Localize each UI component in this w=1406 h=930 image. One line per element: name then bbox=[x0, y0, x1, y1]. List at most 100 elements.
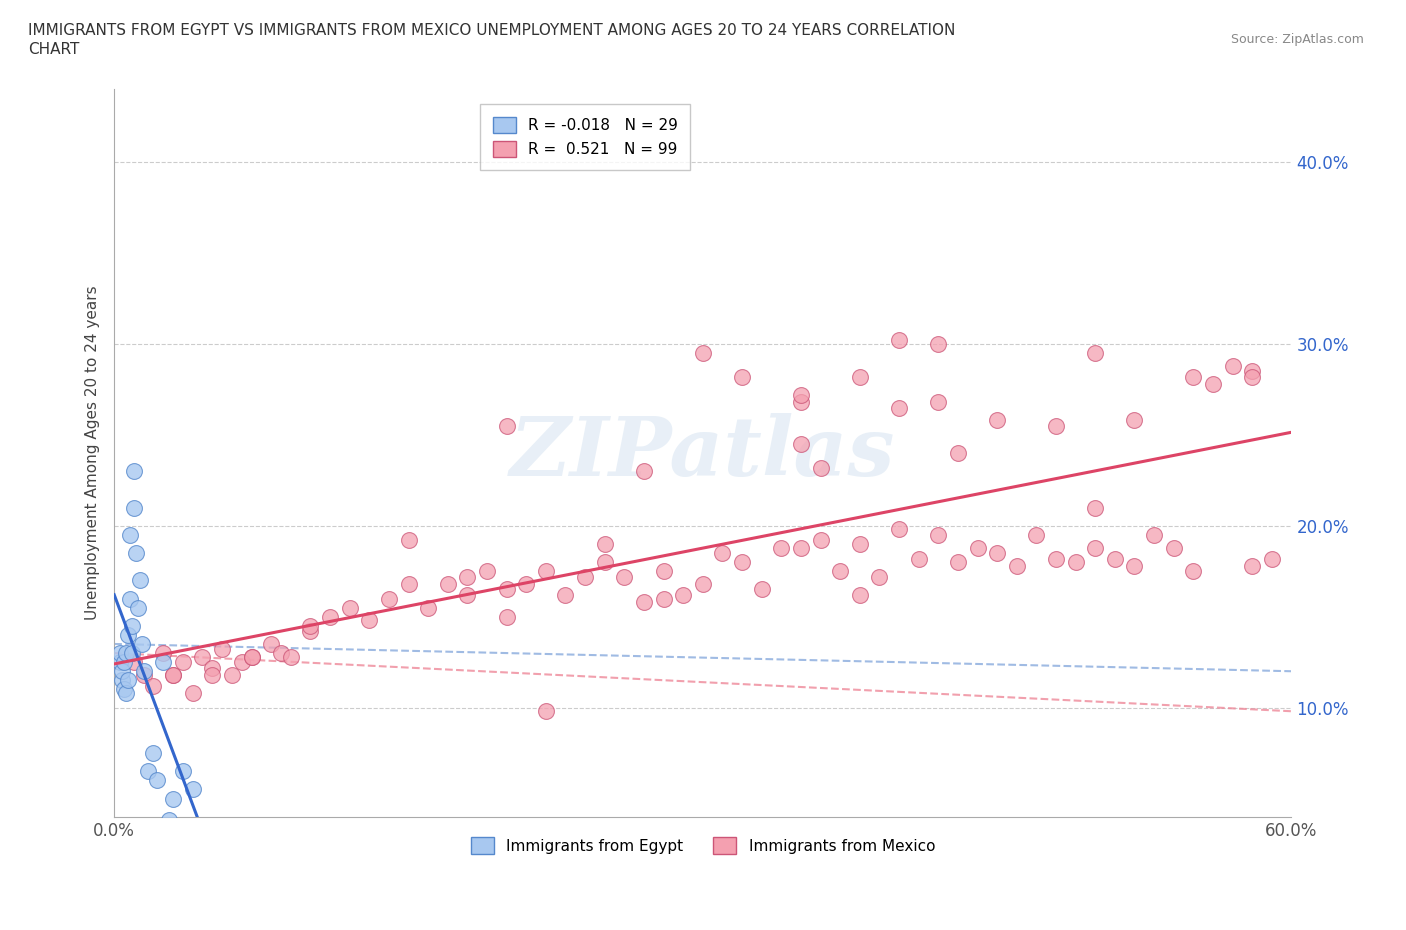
Point bbox=[633, 594, 655, 609]
Point bbox=[1104, 551, 1126, 566]
Point bbox=[152, 655, 174, 670]
Point bbox=[633, 464, 655, 479]
Point bbox=[731, 554, 754, 569]
Point bbox=[966, 540, 988, 555]
Point bbox=[1202, 377, 1225, 392]
Point bbox=[790, 388, 813, 403]
Point bbox=[495, 582, 517, 597]
Point bbox=[152, 645, 174, 660]
Point bbox=[108, 645, 131, 660]
Point bbox=[1261, 551, 1284, 566]
Point bbox=[118, 527, 141, 542]
Point bbox=[1143, 527, 1166, 542]
Point bbox=[927, 527, 949, 542]
Point bbox=[398, 577, 420, 591]
Point bbox=[112, 655, 135, 670]
Point bbox=[378, 591, 401, 606]
Point bbox=[593, 554, 616, 569]
Point bbox=[475, 564, 498, 578]
Point bbox=[122, 500, 145, 515]
Point bbox=[986, 413, 1008, 428]
Point bbox=[211, 642, 233, 657]
Point bbox=[1241, 364, 1264, 379]
Point bbox=[652, 564, 675, 578]
Legend: Immigrants from Egypt, Immigrants from Mexico: Immigrants from Egypt, Immigrants from M… bbox=[464, 831, 941, 860]
Point bbox=[456, 588, 478, 603]
Point bbox=[986, 546, 1008, 561]
Point bbox=[1045, 551, 1067, 566]
Text: IMMIGRANTS FROM EGYPT VS IMMIGRANTS FROM MEXICO UNEMPLOYMENT AMONG AGES 20 TO 24: IMMIGRANTS FROM EGYPT VS IMMIGRANTS FROM… bbox=[28, 23, 956, 38]
Point bbox=[731, 369, 754, 384]
Point bbox=[132, 664, 155, 679]
Point bbox=[142, 678, 165, 693]
Point bbox=[692, 346, 714, 361]
Point bbox=[240, 649, 263, 664]
Point bbox=[534, 564, 557, 578]
Point bbox=[1084, 346, 1107, 361]
Point bbox=[1182, 369, 1205, 384]
Text: Source: ZipAtlas.com: Source: ZipAtlas.com bbox=[1230, 33, 1364, 46]
Point bbox=[495, 609, 517, 624]
Point bbox=[887, 333, 910, 348]
Point bbox=[122, 655, 145, 670]
Point bbox=[319, 609, 342, 624]
Point bbox=[339, 600, 361, 615]
Point bbox=[810, 460, 832, 475]
Point bbox=[117, 673, 139, 688]
Point bbox=[125, 546, 148, 561]
Point bbox=[868, 569, 890, 584]
Point bbox=[574, 569, 596, 584]
Point bbox=[128, 573, 150, 588]
Point bbox=[299, 618, 322, 633]
Point bbox=[117, 628, 139, 643]
Point bbox=[280, 649, 302, 664]
Point bbox=[1005, 558, 1028, 573]
Point bbox=[927, 394, 949, 409]
Point bbox=[927, 337, 949, 352]
Point bbox=[162, 668, 184, 683]
Point bbox=[111, 664, 134, 679]
Point bbox=[1123, 558, 1146, 573]
Point bbox=[1241, 369, 1264, 384]
Point bbox=[299, 624, 322, 639]
Point bbox=[692, 577, 714, 591]
Point bbox=[270, 645, 292, 660]
Point bbox=[418, 600, 440, 615]
Point bbox=[221, 668, 243, 683]
Point bbox=[162, 791, 184, 806]
Point bbox=[1084, 500, 1107, 515]
Point bbox=[131, 636, 153, 651]
Point bbox=[118, 591, 141, 606]
Point bbox=[1025, 527, 1047, 542]
Point bbox=[887, 400, 910, 415]
Point bbox=[790, 436, 813, 451]
Point bbox=[162, 668, 184, 683]
Point bbox=[790, 394, 813, 409]
Point bbox=[711, 546, 734, 561]
Point bbox=[115, 645, 138, 660]
Point bbox=[830, 564, 852, 578]
Point bbox=[887, 522, 910, 537]
Point bbox=[554, 588, 576, 603]
Point bbox=[1045, 418, 1067, 433]
Point bbox=[593, 537, 616, 551]
Point bbox=[136, 764, 159, 778]
Point bbox=[1064, 554, 1087, 569]
Point bbox=[849, 369, 872, 384]
Point bbox=[495, 418, 517, 433]
Point bbox=[359, 613, 381, 628]
Point bbox=[201, 660, 224, 675]
Point bbox=[201, 668, 224, 683]
Point bbox=[111, 673, 134, 688]
Point bbox=[1123, 413, 1146, 428]
Point bbox=[613, 569, 636, 584]
Point bbox=[132, 668, 155, 683]
Point bbox=[172, 655, 194, 670]
Point bbox=[1084, 540, 1107, 555]
Point bbox=[181, 782, 204, 797]
Point bbox=[907, 551, 929, 566]
Point bbox=[770, 540, 793, 555]
Y-axis label: Unemployment Among Ages 20 to 24 years: Unemployment Among Ages 20 to 24 years bbox=[86, 286, 100, 620]
Point bbox=[810, 533, 832, 548]
Point bbox=[181, 685, 204, 700]
